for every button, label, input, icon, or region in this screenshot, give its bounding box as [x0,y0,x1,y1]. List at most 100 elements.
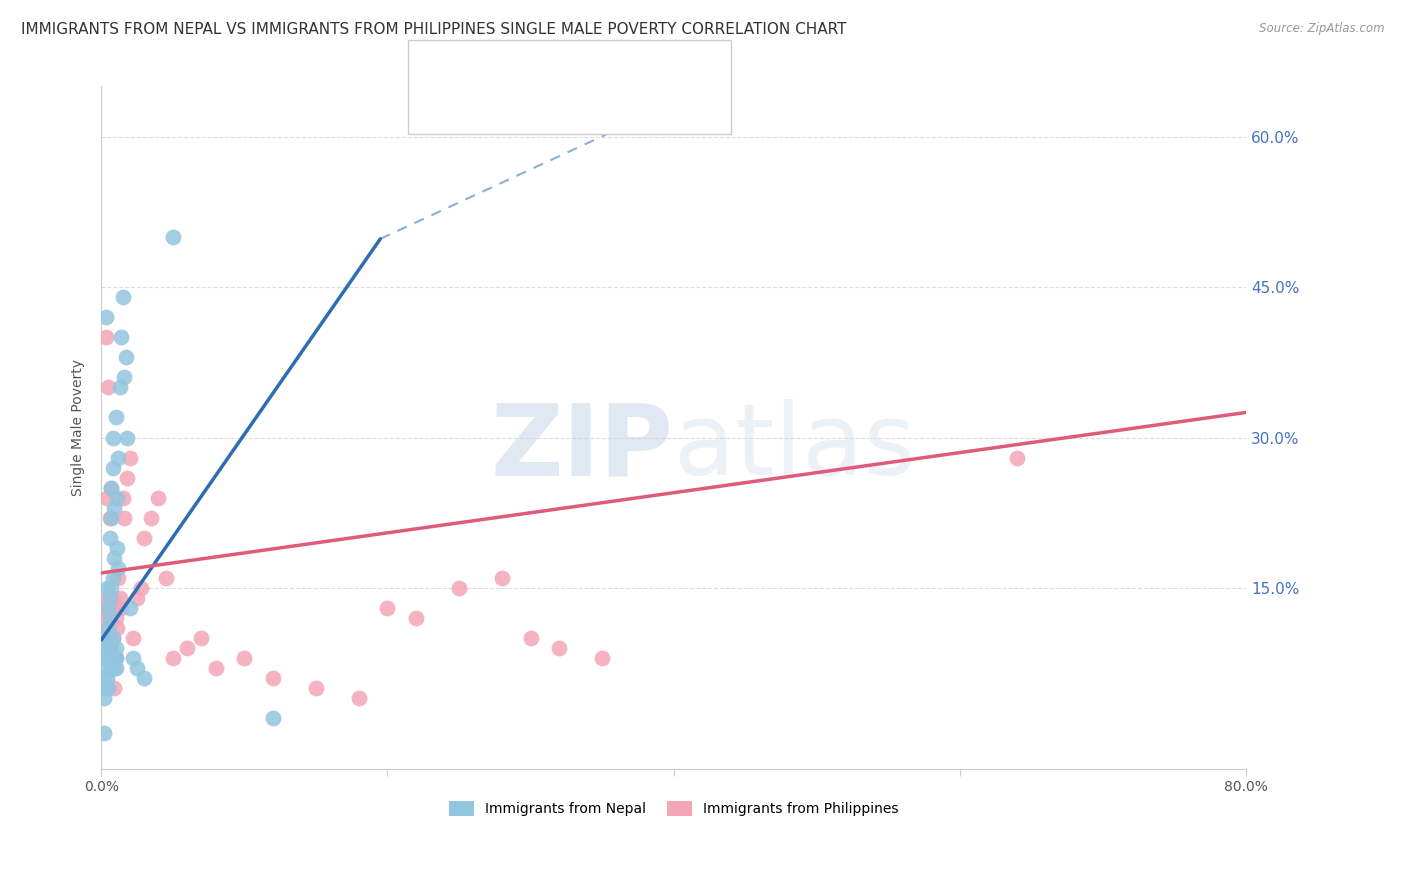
Point [262,671,284,685]
Point [107,571,129,585]
Point [98,591,121,605]
Point [101,631,124,645]
Text: Source: ZipAtlas.com: Source: ZipAtlas.com [1260,22,1385,36]
Point [100,641,122,656]
Point [91,671,114,685]
Point [94,330,117,344]
Point [96,491,118,505]
Point [105,491,128,505]
Text: R = 0.287: R = 0.287 [464,96,562,116]
Point [100,591,122,605]
Point [101,571,124,585]
Point [548,641,571,656]
Point [93,601,115,615]
Point [97,681,120,696]
Text: N = 56: N = 56 [600,54,673,73]
Point [98,510,121,524]
Point [100,481,122,495]
Point [112,370,135,384]
Point [121,651,143,665]
Point [141,510,163,524]
Point [110,330,132,344]
Point [591,651,613,665]
Point [118,450,141,465]
Point [190,631,212,645]
Point [1007,450,1029,465]
Point [101,430,124,444]
Point [91,681,114,696]
Point [233,651,256,665]
Point [204,661,226,675]
Point [107,450,129,465]
Point [97,601,120,615]
Point [405,611,427,625]
Point [93,691,115,706]
Point [100,661,122,675]
Point [101,460,124,475]
Point [104,611,127,625]
Point [101,591,124,605]
Point [129,581,152,595]
Text: IMMIGRANTS FROM NEPAL VS IMMIGRANTS FROM PHILIPPINES SINGLE MALE POVERTY CORRELA: IMMIGRANTS FROM NEPAL VS IMMIGRANTS FROM… [21,22,846,37]
Point [115,430,138,444]
Point [93,651,115,665]
Point [93,661,115,675]
Point [97,621,120,635]
Point [155,571,177,585]
Point [103,550,125,565]
Point [105,621,128,635]
Point [97,380,120,394]
Point [94,681,117,696]
Point [108,380,131,394]
Point [377,601,399,615]
Point [100,481,122,495]
Point [111,290,134,304]
Point [121,631,143,645]
Point [112,510,135,524]
Point [108,591,131,605]
Point [103,500,125,515]
Point [98,641,121,656]
Point [107,561,129,575]
Point [162,651,184,665]
Point [94,641,117,656]
Point [110,601,132,615]
Point [97,621,120,635]
Point [98,651,121,665]
Point [491,571,513,585]
Bar [420,49,451,78]
Point [93,726,115,740]
Point [103,651,125,665]
Point [101,631,124,645]
Point [262,711,284,725]
Point [347,691,370,706]
Point [118,601,141,615]
Point [96,651,118,665]
Point [125,591,148,605]
Point [305,681,328,696]
Point [98,611,121,625]
Point [96,641,118,656]
Point [104,651,127,665]
Point [447,581,470,595]
Text: ZIP: ZIP [491,400,673,497]
Point [134,531,156,545]
Point [519,631,541,645]
Bar [420,91,451,120]
Point [98,631,121,645]
Point [94,591,117,605]
Point [104,651,127,665]
Point [105,541,128,555]
Point [114,351,136,365]
Point [104,410,127,425]
Point [162,230,184,244]
Point [115,470,138,484]
Y-axis label: Single Male Poverty: Single Male Poverty [72,359,86,496]
Point [97,601,120,615]
Point [94,310,117,325]
Point [100,510,122,524]
Point [111,491,134,505]
Point [134,671,156,685]
Point [94,631,117,645]
Point [96,581,118,595]
